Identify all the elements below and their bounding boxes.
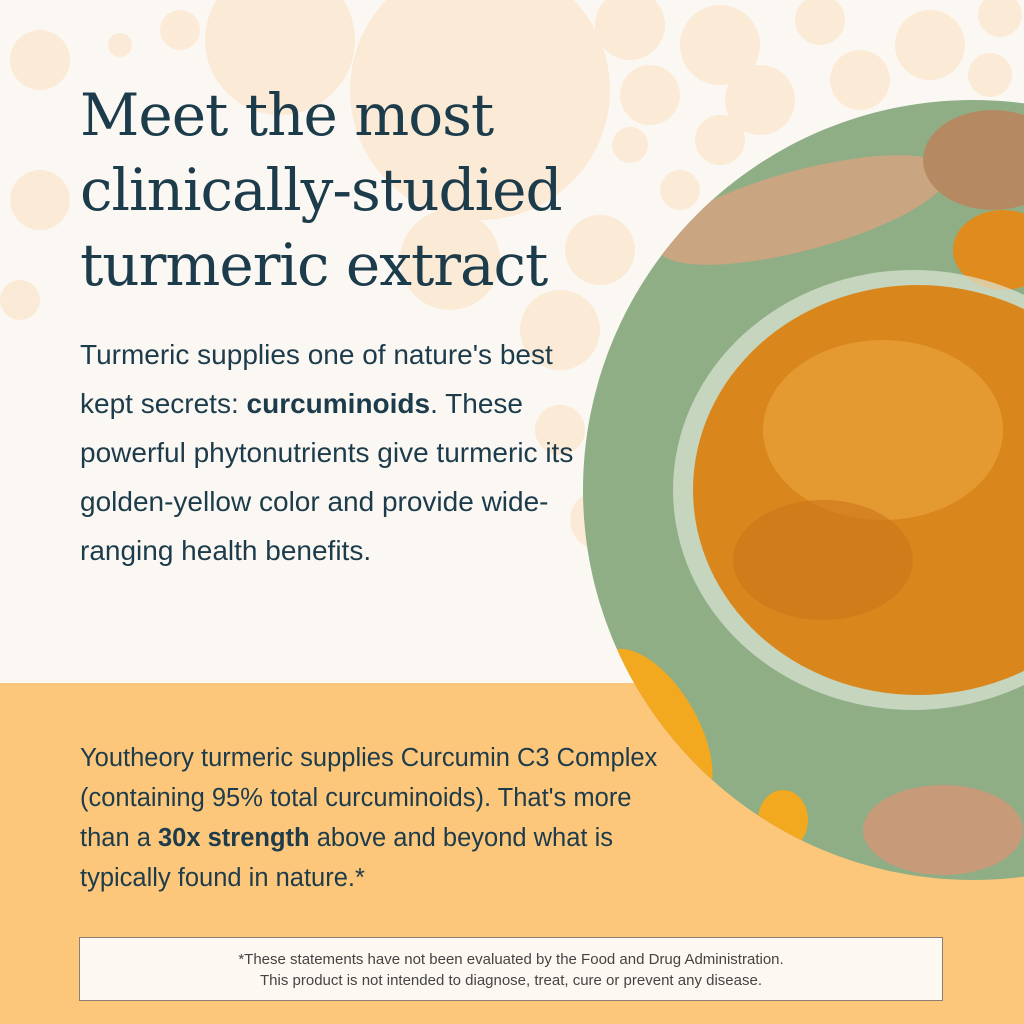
turmeric-powder-photo bbox=[583, 100, 1024, 880]
intro-text-end: . These powerful phytonutrients give tur… bbox=[80, 388, 574, 566]
intro-paragraph: Turmeric supplies one of nature's best k… bbox=[80, 330, 580, 575]
page-title: Meet the most clinically-studied turmeri… bbox=[80, 78, 640, 303]
strength-text: Youtheory turmeric supplies Curcumin C3 … bbox=[80, 744, 658, 852]
title-line-1: Meet the most bbox=[80, 81, 494, 149]
disclaimer-line-1: *These statements have not been evaluate… bbox=[238, 951, 784, 968]
disclaimer-line-2: This product is not intended to diagnose… bbox=[260, 972, 762, 989]
intro-bold-text: curcuminoids bbox=[246, 388, 431, 419]
turmeric-bowl-illustration bbox=[583, 100, 1024, 880]
strength-paragraph: Youtheory turmeric supplies Curcumin C3 … bbox=[80, 738, 680, 898]
fda-disclaimer-box: *These statements have not been evaluate… bbox=[79, 937, 943, 1001]
title-line-3: turmeric extract bbox=[80, 231, 548, 299]
title-line-2: clinically-studied bbox=[80, 156, 563, 224]
strength-bold-text: 30x strength bbox=[157, 824, 310, 852]
intro-text: Turmeric supplies one of nature's best k… bbox=[80, 339, 553, 419]
strength-text-end: above and beyond what is typically found… bbox=[80, 824, 614, 892]
